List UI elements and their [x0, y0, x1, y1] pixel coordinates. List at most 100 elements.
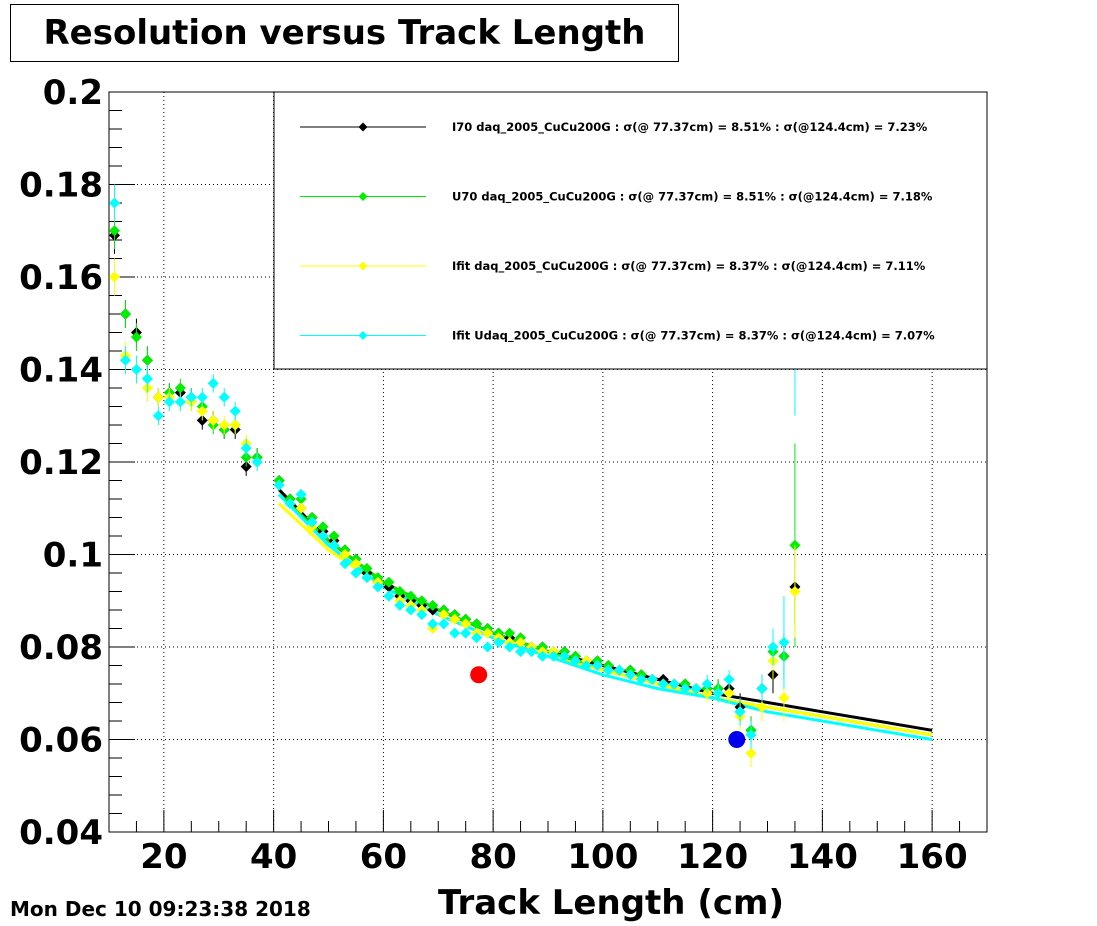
legend-label: Ifit daq_2005_CuCu200G : σ(@ 77.37cm) = …: [452, 259, 926, 274]
legend-marker: [358, 192, 368, 201]
data-point: [778, 636, 790, 648]
y-tick-label: 0.1: [43, 536, 103, 576]
data-point: [339, 549, 351, 560]
data-point: [174, 382, 186, 394]
data-point: [745, 729, 757, 741]
data-point: [438, 618, 450, 630]
data-point: [284, 498, 296, 510]
data-point: [218, 391, 230, 403]
data-point: [471, 632, 483, 644]
data-point: [163, 396, 175, 408]
data-point: [624, 669, 636, 681]
data-point: [789, 586, 801, 597]
data-point: [449, 627, 461, 639]
data-point: [767, 641, 779, 653]
y-tick-label: 0.12: [19, 443, 103, 483]
data-point: [383, 590, 395, 602]
x-tick-label: 20: [140, 837, 187, 877]
data-point: [185, 391, 197, 403]
data-point: [141, 354, 153, 366]
data-point: [427, 618, 439, 630]
data-point: [361, 572, 373, 584]
data-point: [745, 747, 757, 759]
data-point: [108, 271, 120, 283]
data-point: [328, 530, 340, 542]
data-point: [141, 373, 153, 385]
data-point: [482, 627, 494, 639]
x-tick-label: 100: [567, 837, 638, 877]
legend-marker: [358, 331, 368, 340]
y-tick-label: 0.18: [19, 166, 103, 206]
data-point: [679, 683, 691, 695]
data-point: [108, 197, 120, 209]
y-tick-label: 0.06: [19, 721, 103, 761]
data-point: [229, 419, 241, 431]
y-tick-label: 0.2: [43, 73, 103, 113]
fit-curves: [278, 488, 933, 741]
data-point: [526, 646, 538, 658]
data-point: [460, 627, 472, 639]
data-point: [108, 225, 120, 237]
data-point: [558, 650, 570, 662]
data-point: [756, 701, 768, 713]
data-point: [471, 618, 483, 630]
data-point: [723, 687, 735, 699]
x-tick-label: 60: [360, 837, 407, 877]
data-point: [196, 391, 208, 403]
tick-labels: 20 40 60 80 100 120 140 160 0.04 0.06 0.08 0.1 0.12 0…: [19, 73, 968, 877]
data-point: [251, 456, 263, 468]
data-point: [504, 627, 516, 639]
data-point: [449, 613, 461, 625]
data-point: [152, 410, 164, 422]
data-point: [602, 664, 614, 676]
data-point: [778, 692, 790, 704]
data-point: [350, 558, 362, 570]
data-points: [108, 184, 801, 768]
x-tick-label: 120: [677, 837, 748, 877]
reference-point: [728, 731, 746, 748]
data-point: [756, 683, 768, 695]
data-point: [328, 539, 340, 551]
data-point: [405, 604, 417, 616]
y-tick-label: 0.08: [19, 628, 103, 668]
chart-title: Resolution versus Track Length: [43, 13, 646, 53]
data-point: [438, 609, 450, 621]
data-point: [504, 641, 516, 653]
data-point: [613, 664, 625, 676]
legend-marker: [358, 122, 368, 132]
data-point: [130, 364, 142, 375]
fit-curve: [278, 502, 933, 737]
data-point: [229, 405, 241, 417]
data-point: [537, 650, 549, 662]
data-point: [383, 576, 395, 588]
x-tick-label: 140: [787, 837, 858, 877]
data-point: [515, 646, 527, 658]
data-point: [569, 655, 581, 667]
data-point: [657, 678, 669, 690]
data-point: [218, 419, 230, 431]
reference-points: [470, 666, 746, 748]
data-point: [493, 636, 505, 648]
data-point: [580, 660, 592, 671]
legend-label: Ifit Udaq_2005_CuCu200G : σ(@ 77.37cm) =…: [452, 329, 935, 344]
data-point: [207, 377, 219, 389]
data-point: [460, 618, 472, 630]
x-tick-label: 80: [469, 837, 516, 877]
data-point: [119, 354, 131, 366]
data-point: [240, 442, 252, 454]
data-point: [547, 650, 559, 662]
data-point: [174, 396, 186, 408]
data-point: [196, 405, 208, 417]
data-point: [295, 502, 307, 514]
data-point: [701, 678, 713, 690]
x-tick-label: 160: [897, 837, 968, 877]
data-point: [482, 641, 494, 653]
data-point: [130, 331, 142, 343]
data-point: [723, 673, 735, 685]
legend-label: I70 daq_2005_CuCu200G : σ(@ 77.37cm) = 8…: [452, 120, 928, 135]
data-point: [646, 673, 658, 685]
data-point: [119, 308, 131, 320]
legend-box: [273, 91, 988, 370]
data-point: [350, 567, 362, 579]
